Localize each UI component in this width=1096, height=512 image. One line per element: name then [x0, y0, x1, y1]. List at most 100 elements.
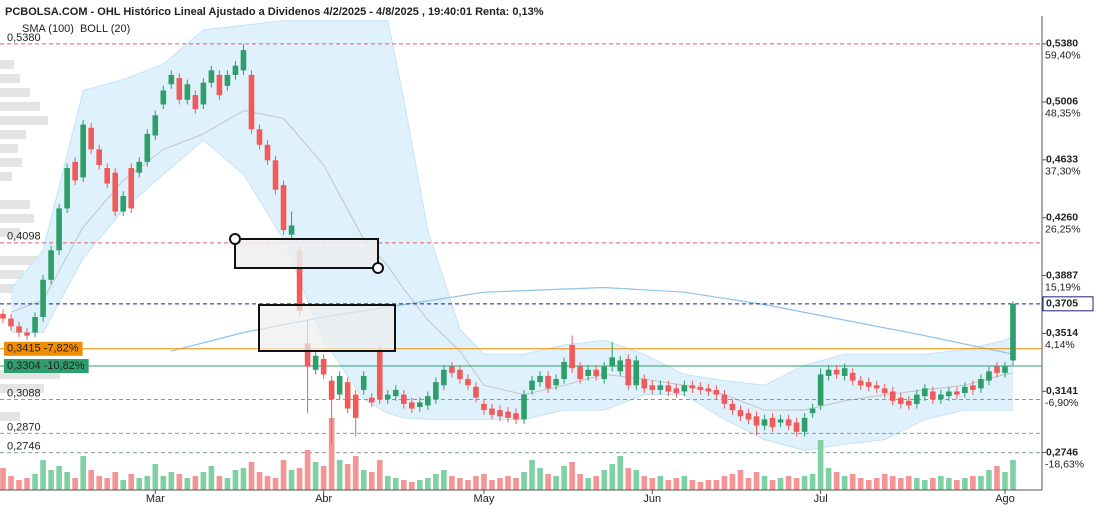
candle-body — [368, 397, 375, 403]
volume-bar — [857, 478, 864, 490]
volume-bar — [128, 474, 135, 490]
candle-body — [312, 355, 319, 370]
candle-body — [889, 391, 896, 401]
volume-bar — [40, 460, 46, 490]
candle-body — [152, 115, 159, 136]
candle-body — [112, 172, 119, 212]
volume-bar — [457, 478, 463, 490]
candle-body — [216, 74, 223, 96]
bollinger-lower — [11, 139, 1013, 451]
candle-body — [208, 70, 215, 83]
volume-bar — [352, 456, 359, 490]
volume-bar — [296, 468, 303, 490]
volume-bar — [849, 474, 856, 490]
candle-body — [32, 317, 38, 333]
volume-bar — [376, 460, 383, 490]
volume-bar — [256, 472, 263, 490]
volume-bar — [801, 476, 808, 490]
volume-bar — [208, 466, 215, 490]
candle-body — [801, 417, 808, 432]
annotations — [229, 233, 396, 352]
candle-body — [601, 366, 607, 380]
candle-body — [136, 161, 143, 173]
candle-body — [80, 124, 86, 178]
candle-body — [609, 357, 616, 367]
candle-body — [561, 361, 567, 380]
y-tick-label: 0,5380 — [1046, 38, 1078, 50]
volume-bar — [665, 480, 672, 490]
candle-body — [360, 375, 367, 390]
volume-bar — [272, 478, 279, 490]
volume-bar — [32, 474, 38, 490]
volume-bar — [473, 476, 479, 490]
volume-bar — [657, 476, 664, 490]
candle-body — [809, 408, 816, 414]
candle-body — [176, 78, 183, 100]
candle-body — [753, 416, 760, 426]
candle-body — [16, 326, 22, 333]
volume-bar — [368, 472, 375, 490]
volume-bar — [521, 472, 527, 490]
volume-bar — [120, 480, 127, 490]
candle-body — [192, 95, 199, 110]
y-tick-label: 0,5006 — [1046, 96, 1078, 108]
candle-body — [376, 349, 383, 400]
candle-body — [713, 389, 720, 395]
volume-bar — [160, 476, 167, 490]
volume-bar — [200, 472, 207, 490]
volume-bar — [489, 480, 495, 490]
volume-bar — [441, 470, 447, 490]
volume-bar — [609, 464, 616, 490]
volume-bar — [569, 462, 575, 490]
candle-body — [817, 374, 824, 406]
volume-bar — [641, 476, 648, 490]
candle-body — [833, 369, 840, 375]
volume-profile — [0, 60, 60, 421]
candle-body — [336, 375, 343, 395]
volume-bar — [777, 478, 784, 490]
bollinger-band — [11, 20, 1013, 451]
level-label: 0,2870 — [7, 421, 41, 433]
bollinger-upper — [10, 20, 1014, 386]
volume-bar — [994, 466, 1000, 490]
candle-body — [328, 380, 335, 400]
candle-body — [240, 50, 247, 71]
candle-body — [922, 388, 928, 397]
volume-bar — [88, 470, 94, 490]
volume-bar — [593, 476, 599, 490]
volume-bar — [729, 474, 736, 490]
percent-label: 37,30% — [1045, 166, 1081, 178]
volume-bar — [304, 450, 311, 490]
volume-bar — [360, 470, 367, 490]
volume-bar — [809, 474, 816, 490]
volume-bar — [705, 480, 712, 490]
candle-body — [64, 168, 70, 209]
volume-bar — [336, 460, 343, 490]
volume-bar — [537, 468, 543, 490]
candle-body — [946, 391, 952, 397]
candle-body — [553, 379, 559, 386]
candle-body — [264, 144, 271, 161]
candle-body — [56, 208, 62, 251]
volume-bar — [986, 470, 992, 490]
volume-bar — [817, 440, 824, 490]
volume-bar — [865, 480, 872, 490]
candle-body — [825, 369, 832, 376]
volume-bar — [144, 476, 151, 490]
volume-bar — [417, 480, 423, 490]
candle-body — [352, 394, 359, 418]
volume-bar — [320, 466, 327, 490]
volume-bar — [881, 474, 888, 490]
candle-body — [256, 129, 263, 145]
candle-body — [841, 368, 848, 376]
y-tick-label: 0,3514 — [1046, 327, 1078, 339]
candle-body — [881, 388, 888, 394]
candle-body — [865, 382, 872, 387]
volume-bar — [400, 480, 407, 490]
volume-bar — [841, 476, 848, 490]
candle-body — [184, 84, 191, 100]
volume-bar — [905, 476, 912, 490]
volume-bar — [497, 478, 503, 490]
level-label: 0,2746 — [7, 441, 41, 453]
volume-bar — [184, 478, 191, 490]
